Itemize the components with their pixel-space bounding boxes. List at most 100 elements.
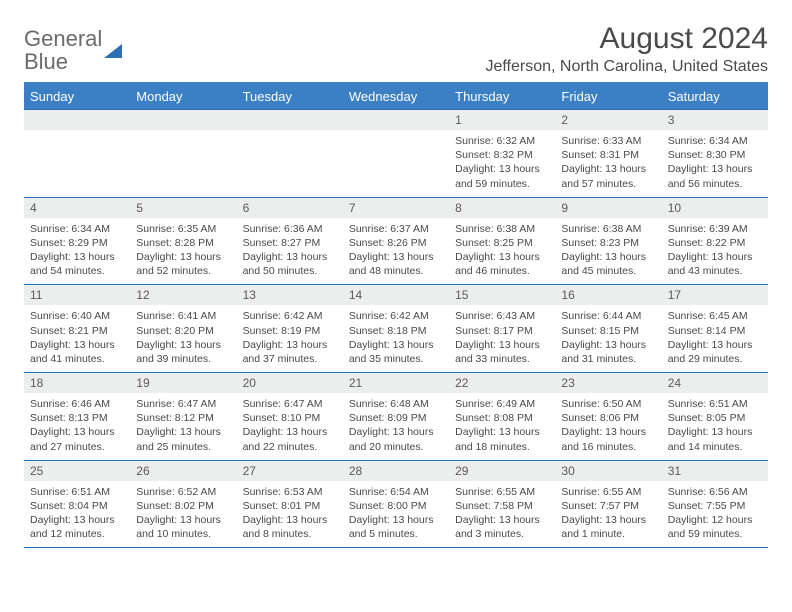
day-number: 28: [343, 461, 449, 481]
sunrise-text: Sunrise: 6:55 AM: [455, 485, 549, 499]
calendar-day-cell: 2 Sunrise: 6:33 AMSunset: 8:31 PMDaylight…: [555, 110, 661, 198]
calendar-day-cell: 5Sunrise: 6:35 AMSunset: 8:28 PMDaylight…: [130, 197, 236, 285]
daylight-text: Daylight: 13 hours and 59 minutes.: [455, 162, 549, 190]
calendar-day-cell: 15Sunrise: 6:43 AMSunset: 8:17 PMDayligh…: [449, 285, 555, 373]
calendar-day-cell: 4Sunrise: 6:34 AMSunset: 8:29 PMDaylight…: [24, 197, 130, 285]
calendar-day-cell: [24, 110, 130, 198]
day-details: Sunrise: 6:55 AMSunset: 7:58 PMDaylight:…: [449, 481, 555, 548]
sunrise-text: Sunrise: 6:50 AM: [561, 397, 655, 411]
sunset-text: Sunset: 8:17 PM: [455, 324, 549, 338]
daylight-text: Daylight: 13 hours and 27 minutes.: [30, 425, 124, 453]
day-details: Sunrise: 6:51 AMSunset: 8:04 PMDaylight:…: [24, 481, 130, 548]
daylight-text: Daylight: 13 hours and 39 minutes.: [136, 338, 230, 366]
day-number: 13: [237, 285, 343, 305]
day-number: 11: [24, 285, 130, 305]
weekday-header-row: SundayMondayTuesdayWednesdayThursdayFrid…: [24, 83, 768, 110]
sunset-text: Sunset: 8:32 PM: [455, 148, 549, 162]
day-number: 14: [343, 285, 449, 305]
sunrise-text: Sunrise: 6:36 AM: [243, 222, 337, 236]
sunrise-text: Sunrise: 6:49 AM: [455, 397, 549, 411]
sunset-text: Sunset: 8:20 PM: [136, 324, 230, 338]
calendar-day-cell: 31Sunrise: 6:56 AMSunset: 7:55 PMDayligh…: [662, 460, 768, 548]
calendar-day-cell: [237, 110, 343, 198]
day-number: 3: [662, 110, 768, 130]
day-details: Sunrise: 6:54 AMSunset: 8:00 PMDaylight:…: [343, 481, 449, 548]
calendar-day-cell: 14Sunrise: 6:42 AMSunset: 8:18 PMDayligh…: [343, 285, 449, 373]
calendar-day-cell: 11Sunrise: 6:40 AMSunset: 8:21 PMDayligh…: [24, 285, 130, 373]
day-number: 20: [237, 373, 343, 393]
day-details: Sunrise: 6:32 AMSunset: 8:32 PMDaylight:…: [449, 130, 555, 197]
sunrise-text: Sunrise: 6:42 AM: [349, 309, 443, 323]
sunrise-text: Sunrise: 6:34 AM: [668, 134, 762, 148]
sunrise-text: Sunrise: 6:33 AM: [561, 134, 655, 148]
sunset-text: Sunset: 8:00 PM: [349, 499, 443, 513]
day-details: Sunrise: 6:38 AMSunset: 8:25 PMDaylight:…: [449, 218, 555, 285]
day-number: 22: [449, 373, 555, 393]
sunset-text: Sunset: 7:57 PM: [561, 499, 655, 513]
sunset-text: Sunset: 8:02 PM: [136, 499, 230, 513]
day-details: Sunrise: 6:36 AMSunset: 8:27 PMDaylight:…: [237, 218, 343, 285]
calendar-day-cell: 17Sunrise: 6:45 AMSunset: 8:14 PMDayligh…: [662, 285, 768, 373]
daylight-text: Daylight: 13 hours and 37 minutes.: [243, 338, 337, 366]
weekday-header: Tuesday: [237, 83, 343, 110]
weekday-header: Thursday: [449, 83, 555, 110]
calendar-day-cell: 27Sunrise: 6:53 AMSunset: 8:01 PMDayligh…: [237, 460, 343, 548]
calendar-day-cell: 9Sunrise: 6:38 AMSunset: 8:23 PMDaylight…: [555, 197, 661, 285]
sunset-text: Sunset: 8:22 PM: [668, 236, 762, 250]
daylight-text: Daylight: 13 hours and 20 minutes.: [349, 425, 443, 453]
day-details: Sunrise: 6:39 AMSunset: 8:22 PMDaylight:…: [662, 218, 768, 285]
sunset-text: Sunset: 8:10 PM: [243, 411, 337, 425]
daylight-text: Daylight: 13 hours and 45 minutes.: [561, 250, 655, 278]
calendar-day-cell: [130, 110, 236, 198]
day-details: Sunrise: 6:37 AMSunset: 8:26 PMDaylight:…: [343, 218, 449, 285]
day-number: 8: [449, 198, 555, 218]
calendar-week-row: 25Sunrise: 6:51 AMSunset: 8:04 PMDayligh…: [24, 460, 768, 548]
day-details: Sunrise: 6:34 AMSunset: 8:29 PMDaylight:…: [24, 218, 130, 285]
day-details: Sunrise: 6:49 AMSunset: 8:08 PMDaylight:…: [449, 393, 555, 460]
calendar-table: SundayMondayTuesdayWednesdayThursdayFrid…: [24, 82, 768, 548]
daylight-text: Daylight: 13 hours and 43 minutes.: [668, 250, 762, 278]
day-number: 10: [662, 198, 768, 218]
logo-word2: Blue: [24, 49, 68, 74]
day-details: Sunrise: 6:43 AMSunset: 8:17 PMDaylight:…: [449, 305, 555, 372]
sunset-text: Sunset: 7:58 PM: [455, 499, 549, 513]
day-number: 18: [24, 373, 130, 393]
calendar-day-cell: 24Sunrise: 6:51 AMSunset: 8:05 PMDayligh…: [662, 373, 768, 461]
day-number: 6: [237, 198, 343, 218]
calendar-week-row: 1Sunrise: 6:32 AMSunset: 8:32 PMDaylight…: [24, 110, 768, 198]
daylight-text: Daylight: 13 hours and 14 minutes.: [668, 425, 762, 453]
day-number: 2: [555, 110, 661, 130]
sunrise-text: Sunrise: 6:37 AM: [349, 222, 443, 236]
day-number: 5: [130, 198, 236, 218]
day-details: Sunrise: 6:45 AMSunset: 8:14 PMDaylight:…: [662, 305, 768, 372]
day-details: Sunrise: 6:50 AMSunset: 8:06 PMDaylight:…: [555, 393, 661, 460]
calendar-day-cell: 28Sunrise: 6:54 AMSunset: 8:00 PMDayligh…: [343, 460, 449, 548]
day-number: 19: [130, 373, 236, 393]
sunset-text: Sunset: 8:13 PM: [30, 411, 124, 425]
day-number-empty: [237, 110, 343, 130]
sunset-text: Sunset: 8:04 PM: [30, 499, 124, 513]
month-title: August 2024: [485, 22, 768, 56]
day-details: Sunrise: 6:56 AMSunset: 7:55 PMDaylight:…: [662, 481, 768, 548]
sunrise-text: Sunrise: 6:56 AM: [668, 485, 762, 499]
sunrise-text: Sunrise: 6:51 AM: [30, 485, 124, 499]
day-details: Sunrise: 6:38 AMSunset: 8:23 PMDaylight:…: [555, 218, 661, 285]
daylight-text: Daylight: 13 hours and 46 minutes.: [455, 250, 549, 278]
sunrise-text: Sunrise: 6:41 AM: [136, 309, 230, 323]
sunrise-text: Sunrise: 6:44 AM: [561, 309, 655, 323]
sunset-text: Sunset: 7:55 PM: [668, 499, 762, 513]
daylight-text: Daylight: 13 hours and 25 minutes.: [136, 425, 230, 453]
sunrise-text: Sunrise: 6:55 AM: [561, 485, 655, 499]
calendar-week-row: 4Sunrise: 6:34 AMSunset: 8:29 PMDaylight…: [24, 197, 768, 285]
logo-word1: General: [24, 26, 102, 51]
sunset-text: Sunset: 8:31 PM: [561, 148, 655, 162]
day-details: Sunrise: 6:53 AMSunset: 8:01 PMDaylight:…: [237, 481, 343, 548]
day-number: 7: [343, 198, 449, 218]
daylight-text: Daylight: 13 hours and 57 minutes.: [561, 162, 655, 190]
daylight-text: Daylight: 13 hours and 16 minutes.: [561, 425, 655, 453]
location: Jefferson, North Carolina, United States: [485, 58, 768, 76]
logo-text: General Blue: [24, 28, 122, 74]
day-number-empty: [24, 110, 130, 130]
sunset-text: Sunset: 8:21 PM: [30, 324, 124, 338]
weekday-header: Friday: [555, 83, 661, 110]
